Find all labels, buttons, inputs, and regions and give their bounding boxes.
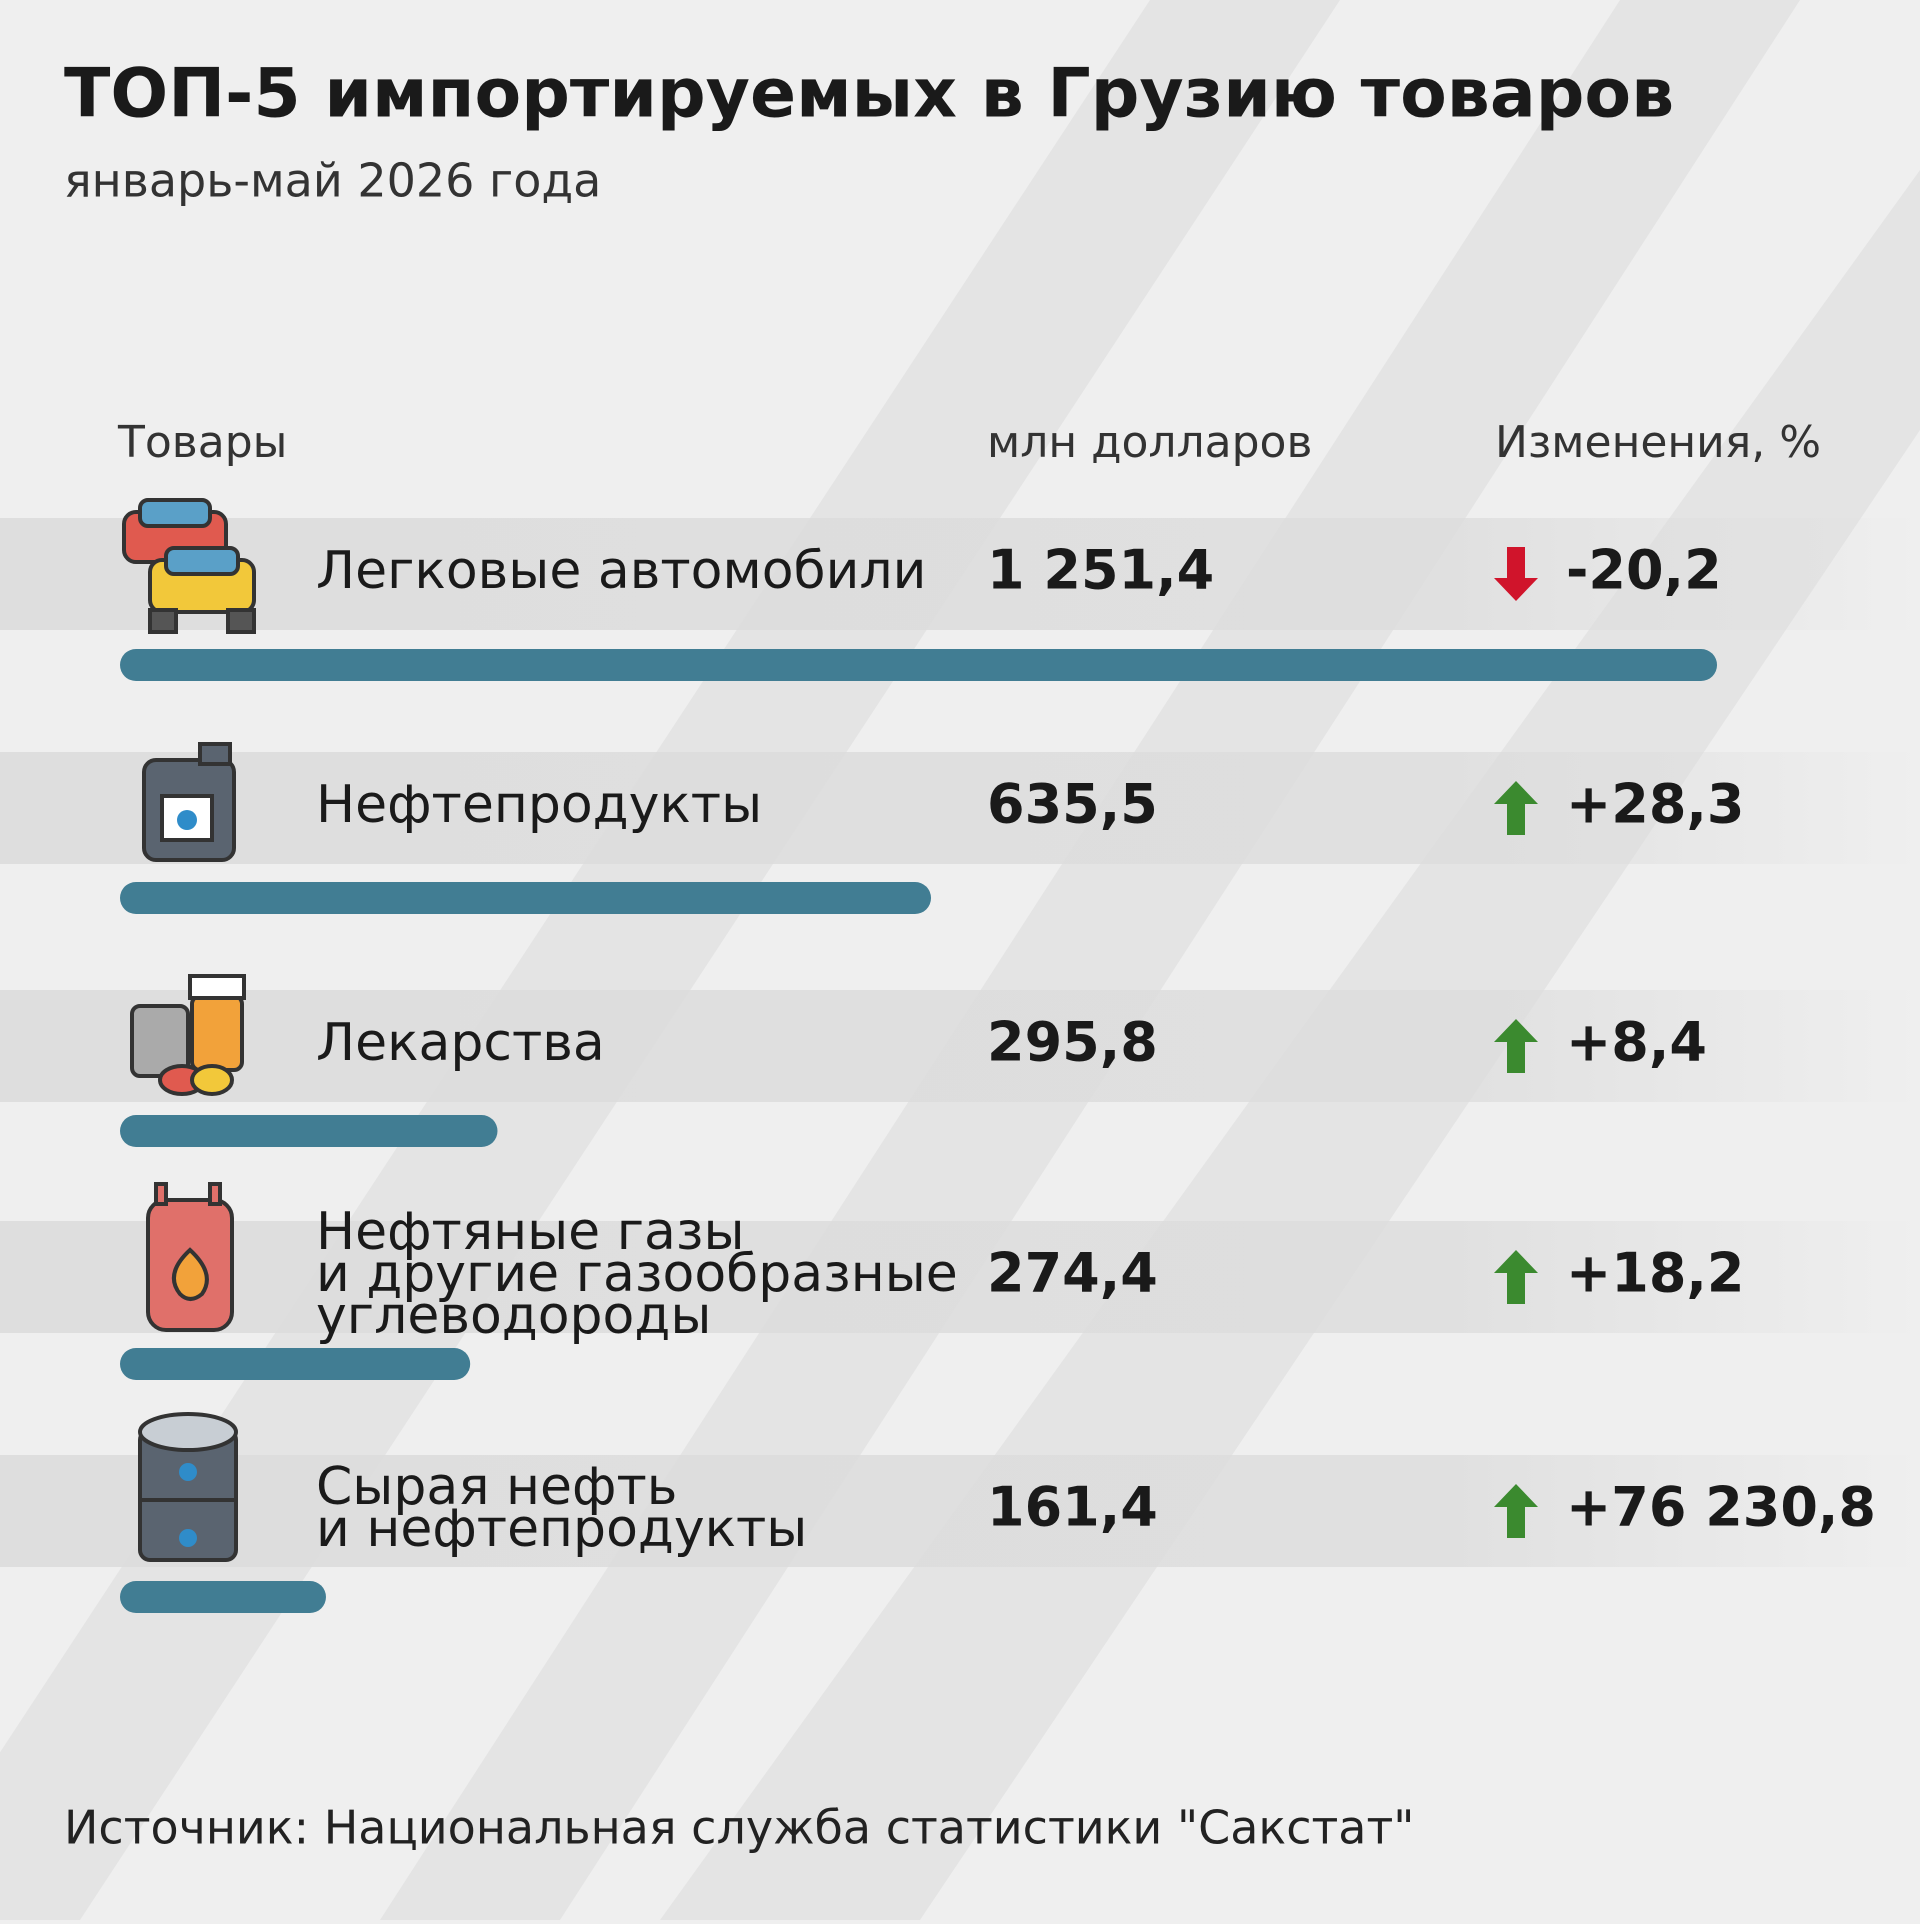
icon-canister xyxy=(142,742,236,862)
value-label: 1 251,4 xyxy=(987,539,1214,602)
row-band xyxy=(0,752,1920,864)
bar xyxy=(120,1348,471,1380)
category-label: Нефтепродукты xyxy=(316,775,762,835)
value-label: 161,4 xyxy=(987,1476,1158,1539)
bar xyxy=(120,1581,326,1613)
chart-subtitle: январь-май 2026 года xyxy=(64,154,601,208)
category-label-line: Сырая нефть xyxy=(316,1457,677,1517)
change-label: +28,3 xyxy=(1566,773,1744,836)
row-band xyxy=(0,1455,1920,1567)
icon-gas-cylinder xyxy=(146,1182,234,1332)
category-label-line: и другие газообразные xyxy=(316,1244,958,1304)
bar xyxy=(120,649,1718,681)
category-label-line: углеводороды xyxy=(316,1286,711,1346)
column-header: млн долларов xyxy=(987,417,1312,468)
category-label: Легковые автомобили xyxy=(316,541,926,601)
change-label: +8,4 xyxy=(1566,1011,1707,1074)
row-band xyxy=(0,518,1920,630)
category-label: Нефтяные газы и другие газообразные углево… xyxy=(316,1202,958,1346)
column-header: Изменения, % xyxy=(1495,417,1821,468)
column-header: Товары xyxy=(117,417,287,468)
value-label: 295,8 xyxy=(987,1011,1158,1074)
row-band xyxy=(0,990,1920,1102)
source-note: Источник: Национальная служба статистики… xyxy=(64,1801,1414,1855)
icon-barrel xyxy=(138,1412,238,1562)
row-band xyxy=(0,1221,1920,1333)
chart-title: ТОП-5 импортируемых в Грузию товаров xyxy=(64,55,1674,134)
change-arrow xyxy=(1494,547,1538,601)
change-label: +18,2 xyxy=(1566,1242,1744,1305)
category-label-line: и нефтепродукты xyxy=(316,1499,807,1559)
category-label-line: Нефтяные газы xyxy=(316,1202,745,1262)
bar xyxy=(120,882,932,914)
change-arrow xyxy=(1494,1250,1538,1304)
change-label: +76 230,8 xyxy=(1566,1476,1876,1539)
value-label: 635,5 xyxy=(987,773,1158,836)
category-label: Сырая нефть и нефтепродукты xyxy=(316,1457,807,1559)
change-arrow xyxy=(1494,1019,1538,1073)
icon-cars xyxy=(122,498,256,634)
change-arrow xyxy=(1494,781,1538,835)
change-arrow xyxy=(1494,1484,1538,1538)
change-label: -20,2 xyxy=(1566,539,1722,602)
bar xyxy=(120,1115,498,1147)
icon-medicine xyxy=(130,974,246,1096)
value-label: 274,4 xyxy=(987,1242,1158,1305)
rows: Легковые автомобили 1 251,4 -20,2 Нефтепрод… xyxy=(0,518,1920,1613)
category-label: Лекарства xyxy=(316,1013,605,1073)
